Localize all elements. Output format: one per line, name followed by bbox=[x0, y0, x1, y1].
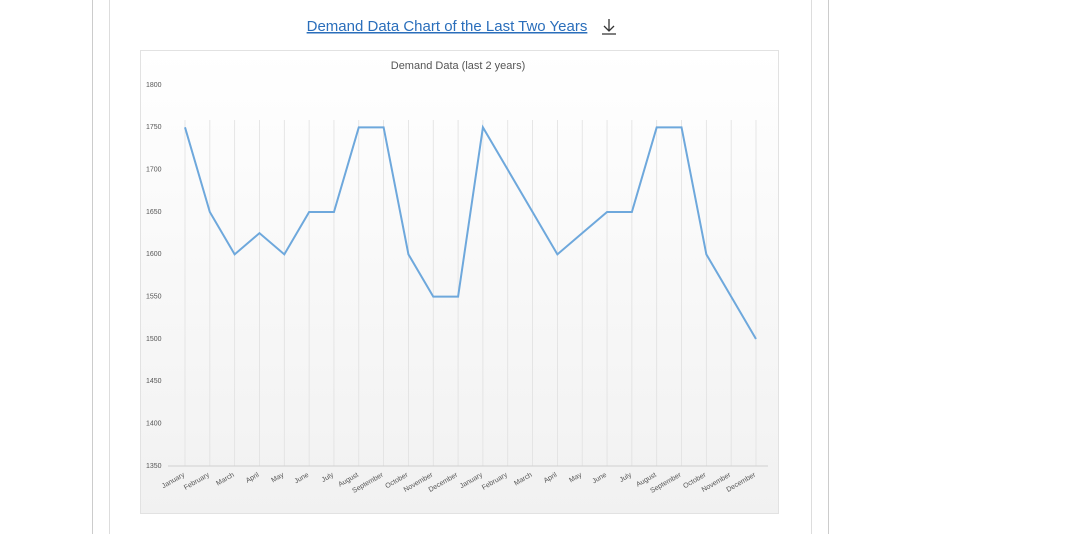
y-tick-label: 1550 bbox=[146, 294, 162, 301]
y-tick-label: 1650 bbox=[146, 209, 162, 216]
y-tick-label: 1450 bbox=[146, 378, 162, 385]
y-tick-label: 1350 bbox=[146, 463, 162, 470]
y-tick-label: 1400 bbox=[146, 421, 162, 428]
chart-link[interactable]: Demand Data Chart of the Last Two Years bbox=[307, 18, 588, 35]
y-tick-label: 1500 bbox=[146, 336, 162, 343]
chart-title: Demand Data (last 2 years) bbox=[391, 60, 526, 72]
y-tick-label: 1700 bbox=[146, 167, 162, 174]
download-icon[interactable] bbox=[602, 19, 616, 35]
y-tick-label: 1750 bbox=[146, 124, 162, 131]
data-line bbox=[184, 124, 757, 340]
y-tick-label: 1800 bbox=[146, 82, 162, 89]
y-tick-label: 1600 bbox=[146, 251, 162, 258]
